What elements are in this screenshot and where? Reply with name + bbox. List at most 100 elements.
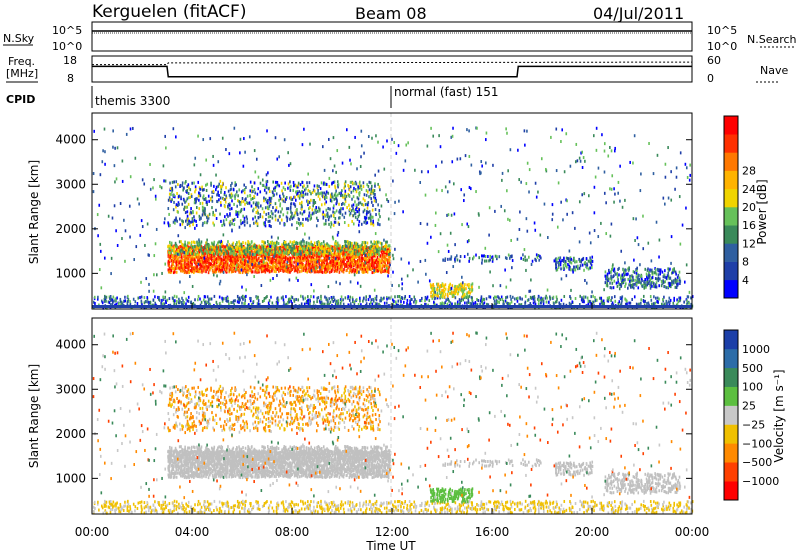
power-cell [636, 266, 638, 270]
power-cell [468, 282, 470, 286]
power-cell [108, 301, 111, 305]
power-cell [204, 249, 206, 253]
power-cell [563, 256, 565, 260]
power-cell [432, 285, 435, 289]
power-cell [279, 247, 281, 251]
power-cell [191, 261, 193, 265]
cpid-segment-2: normal (fast) 151 [394, 85, 498, 99]
power-cell [439, 292, 441, 296]
power-cell [617, 301, 620, 305]
power-cell [225, 264, 227, 268]
power-cell [232, 218, 235, 222]
power-cell [253, 188, 256, 192]
power-cell [344, 250, 347, 254]
power-cell [413, 295, 416, 299]
power-cell [653, 295, 655, 299]
power-cell [663, 295, 665, 299]
power-cell [382, 246, 385, 250]
power-cell [238, 249, 241, 253]
power-cell [365, 189, 368, 193]
power-cell [383, 259, 385, 263]
power-cell [207, 245, 210, 249]
power-cell [257, 187, 260, 191]
power-cell [269, 219, 271, 223]
power-cell [281, 198, 284, 202]
power-cell [180, 263, 183, 267]
power-cell [443, 289, 446, 293]
power-cell [271, 301, 274, 305]
power-cell [570, 302, 572, 306]
power-cell [217, 260, 219, 264]
power-cell [279, 204, 281, 208]
power-cell [252, 201, 255, 205]
power-cell [316, 240, 318, 244]
power-cell [357, 260, 360, 264]
power-cell [175, 243, 178, 247]
power-cell [445, 298, 448, 302]
power-cell [341, 245, 344, 249]
power-cell [646, 275, 648, 279]
power-cell [371, 189, 373, 193]
power-cell [230, 247, 233, 251]
power-cell [661, 270, 664, 274]
power-cell [301, 193, 303, 197]
power-cell [335, 189, 337, 193]
power-cell [596, 298, 598, 302]
power-cell [237, 257, 239, 261]
power-cell [226, 299, 228, 303]
power-cell [409, 302, 412, 306]
power-cell [181, 302, 183, 306]
power-cell [279, 264, 282, 268]
power-cell [311, 245, 313, 249]
power-cell [276, 180, 279, 184]
power-cell [363, 193, 366, 197]
power-cell [605, 277, 607, 281]
power-cell [120, 300, 123, 304]
power-cell [213, 213, 216, 217]
power-cell [363, 247, 366, 251]
power-cell [274, 255, 276, 259]
power-cell [455, 290, 458, 294]
power-cell [236, 190, 238, 194]
power-cell [257, 265, 259, 269]
power-cell [193, 257, 196, 261]
power-cell [371, 208, 374, 212]
power-cell [277, 301, 279, 305]
power-cell [295, 247, 297, 251]
power-cell [560, 298, 563, 302]
power-cell [310, 259, 312, 263]
power-cell [287, 270, 289, 274]
power-cell [293, 252, 296, 256]
power-cell [281, 244, 284, 248]
power-cell [227, 299, 230, 303]
power-cell [386, 252, 388, 256]
power-cell [640, 274, 643, 278]
power-cell [312, 204, 314, 208]
power-cell [299, 250, 302, 254]
power-cell [140, 295, 143, 299]
power-cell [307, 241, 310, 245]
power-cell [168, 192, 171, 196]
power-cell [443, 302, 445, 306]
power-cell [236, 259, 238, 263]
power-cell [513, 297, 516, 301]
power-cell [351, 219, 353, 223]
power-cell [340, 299, 343, 303]
power-cell [277, 253, 280, 257]
power-cell [239, 260, 242, 264]
power-cell [370, 189, 373, 193]
power-cell [650, 298, 653, 302]
power-cell [342, 298, 344, 302]
power-cell [375, 261, 378, 265]
power-cell [269, 199, 272, 203]
power-cell [244, 298, 246, 302]
power-cell [227, 240, 229, 244]
power-cell [633, 270, 636, 274]
power-cell [446, 302, 449, 306]
power-cell [303, 302, 306, 306]
power-cell [368, 246, 371, 250]
power-cell [213, 243, 215, 247]
power-cell [349, 207, 351, 211]
power-cell [286, 250, 289, 254]
power-cell [243, 255, 245, 259]
